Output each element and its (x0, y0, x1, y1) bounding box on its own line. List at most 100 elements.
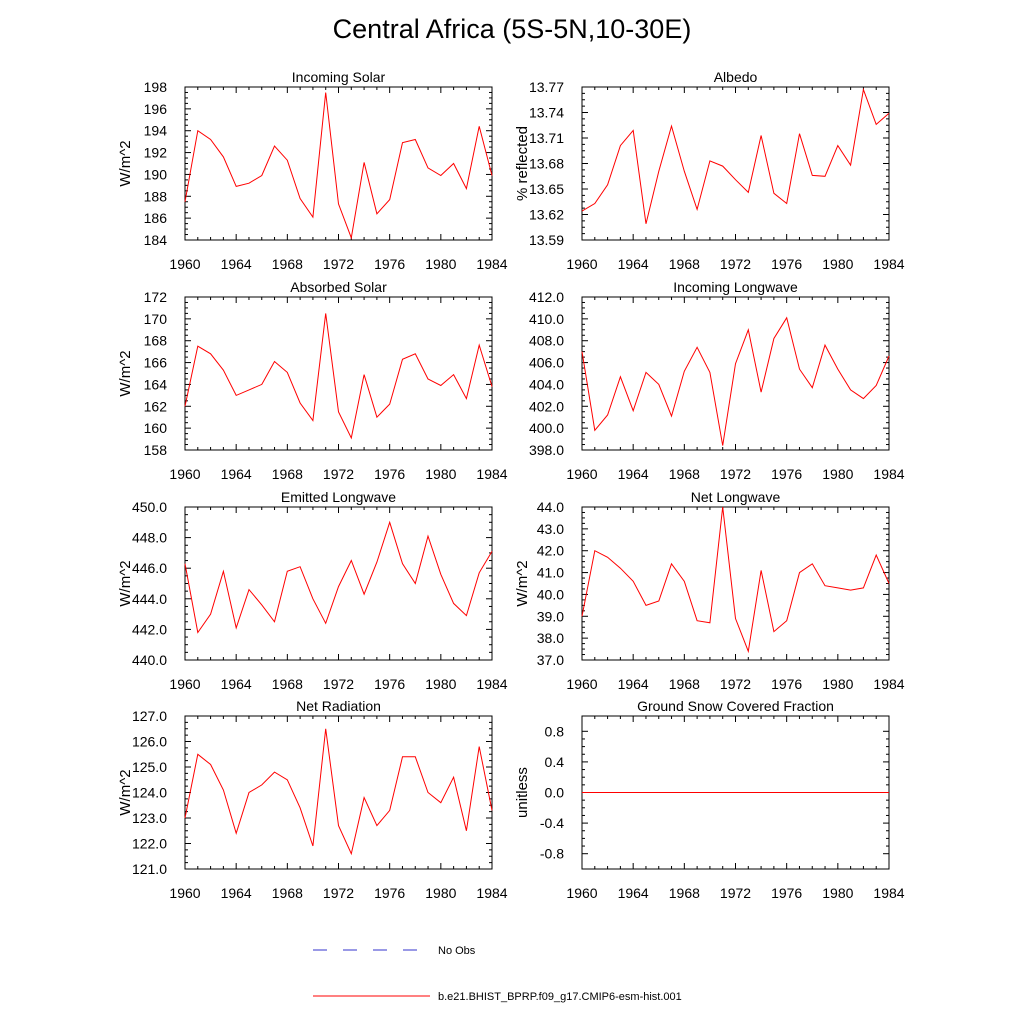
y-tick-label: 44.0 (537, 499, 564, 515)
x-tick-label: 1972 (720, 256, 751, 272)
y-axis-label: W/m^2 (117, 350, 134, 396)
y-tick-label: 13.74 (529, 105, 564, 121)
y-tick-label: 162 (144, 398, 168, 414)
panel-title: Absorbed Solar (290, 279, 387, 295)
y-tick-label: 442.0 (132, 621, 167, 637)
x-tick-label: 1964 (618, 256, 649, 272)
y-tick-label: 125.0 (132, 759, 167, 775)
x-tick-label: 1964 (618, 885, 649, 901)
y-tick-label: 42.0 (537, 543, 564, 559)
x-tick-label: 1968 (272, 885, 303, 901)
y-tick-label: 37.0 (537, 652, 564, 668)
y-tick-label: 444.0 (132, 591, 167, 607)
y-tick-label: 166 (144, 355, 168, 371)
plot-frame (184, 86, 493, 241)
x-tick-label: 1980 (425, 256, 456, 272)
y-tick-label: 168 (144, 333, 168, 349)
x-tick-label: 1972 (720, 885, 751, 901)
y-tick-label: 122.0 (132, 836, 167, 852)
plot-frame (581, 86, 890, 241)
x-tick-label: 1972 (323, 256, 354, 272)
plot-frame (581, 506, 890, 661)
panel-title: Incoming Longwave (673, 279, 798, 295)
y-axis-label: unitless (514, 767, 531, 818)
x-tick-label: 1964 (221, 676, 252, 692)
y-tick-label: 39.0 (537, 608, 564, 624)
y-axis-label: W/m^2 (117, 769, 134, 815)
y-tick-label: 192 (144, 145, 168, 161)
y-tick-label: 0.0 (545, 785, 565, 801)
chart-panel-8: Ground Snow Covered Fraction unitless 1960… (514, 698, 905, 901)
x-tick-label: 1968 (669, 466, 700, 482)
y-tick-label: 196 (144, 101, 168, 117)
x-tick-label: 1960 (566, 885, 597, 901)
y-tick-label: 40.0 (537, 586, 564, 602)
x-tick-label: 1972 (720, 676, 751, 692)
y-axis-label: W/m^2 (117, 140, 134, 186)
panel-title: Incoming Solar (292, 69, 386, 85)
plot-frame (581, 296, 890, 451)
series-line (581, 87, 890, 224)
y-tick-label: 188 (144, 188, 168, 204)
x-tick-label: 1964 (221, 885, 252, 901)
chart-panel-3: Absorbed Solar W/m^2 1960 1964 1968 1972 1976 1… (117, 279, 508, 482)
plot-frame (184, 506, 493, 661)
x-tick-label: 1984 (476, 885, 507, 901)
x-tick-label: 1972 (323, 466, 354, 482)
y-tick-label: 13.71 (529, 130, 564, 146)
series-line (184, 92, 493, 240)
x-tick-label: 1960 (566, 466, 597, 482)
y-tick-label: 198 (144, 79, 168, 95)
legend: No Obs b.e21.BHIST_BPRP.f09_g17.CMIP6-esm… (313, 945, 682, 1003)
y-axis-label: % reflected (514, 126, 531, 201)
y-tick-label: 121.0 (132, 861, 167, 877)
x-tick-label: 1964 (618, 676, 649, 692)
x-tick-label: 1960 (566, 676, 597, 692)
x-tick-label: 1960 (169, 256, 200, 272)
x-tick-label: 1964 (618, 466, 649, 482)
panel-title: Ground Snow Covered Fraction (637, 698, 834, 714)
x-tick-label: 1976 (771, 256, 802, 272)
legend-label: No Obs (438, 945, 476, 957)
y-axis-label: W/m^2 (117, 560, 134, 606)
y-tick-label: 400.0 (529, 420, 564, 436)
y-tick-label: 412.0 (529, 289, 564, 305)
y-tick-label: 406.0 (529, 355, 564, 371)
y-tick-label: 190 (144, 166, 168, 182)
x-tick-label: 1980 (425, 466, 456, 482)
x-tick-label: 1960 (169, 885, 200, 901)
x-tick-label: 1968 (669, 885, 700, 901)
chart-panel-6: Net Longwave W/m^2 1960 1964 1968 1972 1976 198… (514, 489, 905, 692)
y-tick-label: 0.8 (545, 723, 565, 739)
x-tick-label: 1968 (669, 256, 700, 272)
x-tick-label: 1968 (272, 256, 303, 272)
x-tick-label: 1980 (822, 676, 853, 692)
y-tick-label: 13.62 (529, 207, 564, 223)
y-tick-label: 440.0 (132, 652, 167, 668)
legend-label: b.e21.BHIST_BPRP.f09_g17.CMIP6-esm-hist.… (438, 991, 682, 1003)
y-tick-label: 184 (144, 232, 168, 248)
y-axis-label: W/m^2 (514, 560, 531, 606)
y-tick-label: 38.0 (537, 630, 564, 646)
y-tick-label: 446.0 (132, 560, 167, 576)
y-tick-label: -0.4 (540, 815, 564, 831)
y-tick-label: 0.4 (545, 754, 565, 770)
x-tick-label: 1972 (720, 466, 751, 482)
y-tick-label: 408.0 (529, 333, 564, 349)
y-tick-label: 170 (144, 311, 168, 327)
y-tick-label: 164 (144, 376, 168, 392)
y-tick-label: 194 (144, 123, 168, 139)
y-tick-label: 13.77 (529, 79, 564, 95)
x-tick-label: 1960 (169, 466, 200, 482)
x-tick-label: 1972 (323, 676, 354, 692)
x-tick-label: 1976 (374, 466, 405, 482)
panel-title: Albedo (714, 69, 758, 85)
y-tick-label: 404.0 (529, 376, 564, 392)
panel-title: Net Longwave (691, 489, 781, 505)
x-tick-label: 1964 (221, 256, 252, 272)
x-tick-label: 1960 (566, 256, 597, 272)
y-tick-label: 13.68 (529, 156, 564, 172)
x-tick-label: 1984 (873, 885, 904, 901)
y-tick-label: 13.59 (529, 232, 564, 248)
x-tick-label: 1976 (771, 885, 802, 901)
